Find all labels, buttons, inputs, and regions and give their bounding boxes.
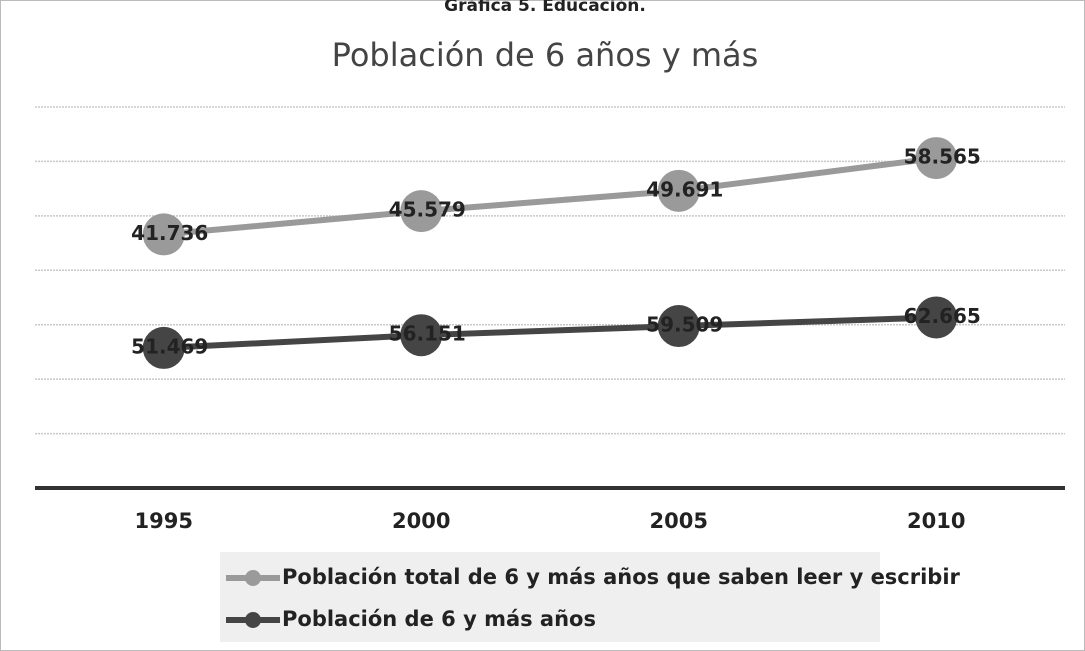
data-label: 59.509 bbox=[646, 313, 723, 337]
data-label: 45.579 bbox=[389, 198, 466, 222]
x-tick-label: 1995 bbox=[135, 509, 193, 533]
legend-box bbox=[220, 552, 880, 642]
legend-marker bbox=[245, 612, 261, 628]
point-marker bbox=[400, 190, 443, 233]
point-marker bbox=[142, 213, 185, 256]
point-marker bbox=[400, 314, 443, 357]
series-line bbox=[163, 155, 937, 238]
data-label: 58.565 bbox=[904, 145, 981, 169]
point-marker bbox=[915, 296, 958, 339]
x-tick-label: 2000 bbox=[392, 509, 450, 533]
legend-marker bbox=[245, 570, 261, 586]
point-marker bbox=[142, 326, 185, 369]
series-line bbox=[163, 314, 937, 351]
x-tick-label: 2010 bbox=[907, 509, 965, 533]
chart-title: Población de 6 años y más bbox=[332, 36, 759, 74]
legend-label: Población total de 6 y más años que sabe… bbox=[282, 565, 961, 589]
point-marker bbox=[915, 137, 958, 180]
data-label: 62.665 bbox=[904, 304, 981, 328]
legend-label: Población de 6 y más años bbox=[282, 607, 596, 631]
point-marker bbox=[657, 305, 700, 348]
point-marker bbox=[657, 169, 700, 212]
x-tick-label: 2005 bbox=[650, 509, 708, 533]
data-label: 49.691 bbox=[646, 177, 723, 201]
chart-caption: Gráfica 5. Educación. bbox=[444, 0, 646, 16]
data-label: 51.469 bbox=[131, 334, 208, 358]
data-label: 41.736 bbox=[131, 221, 208, 245]
data-label: 56.151 bbox=[389, 322, 466, 346]
